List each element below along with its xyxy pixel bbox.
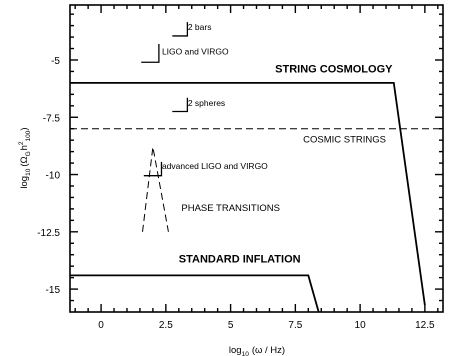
x-tick-label: 7.5 [288,320,302,331]
series-phase-transitions [142,146,169,232]
y-axis-label-sup2: 2 [18,141,25,145]
annotation-string-cosmology: STRING COSMOLOGY [275,64,393,76]
detector-markers [141,22,189,177]
annotations: STRING COSMOLOGY COSMIC STRINGS PHASE TRAN… [162,22,393,266]
detector-marker-ligo-and-virgo [141,43,160,63]
tick-labels: 0 2.5 5 7.5 10 12.5 -5 -7.5 -10 -12.5 -15 [37,56,435,331]
y-tick-label: -10 [46,171,61,182]
y-axis-label: log10 (ΩGh2100) [18,127,32,188]
x-axis-label-log: log [229,345,242,356]
x-tick-label: 5 [228,320,234,331]
y-axis-label-sub100: 100 [25,130,32,141]
annotation-2-spheres: 2 spheres [188,98,225,108]
x-axis-label-rest: (ω / Hz) [252,345,285,356]
y-axis-label-subG: G [25,151,32,156]
annotation-standard-inflation: STANDARD INFLATION [179,254,301,266]
detector-marker-2-bars [172,22,189,37]
y-axis-label-log: log [19,176,30,189]
y-axis-label-sub10: 10 [25,168,32,176]
series-group [70,81,443,312]
annotation-cosmic-strings: COSMIC STRINGS [303,134,386,145]
y-tick-label: -15 [46,285,61,296]
y-tick-label: -7.5 [43,113,61,124]
y-axis-label-omega: (Ω [19,156,30,166]
x-tick-label: 10 [355,320,367,331]
y-axis-label-close: ) [19,127,30,130]
y-tick-label: -12.5 [37,228,60,239]
annotation-ligo-and-virgo: LIGO and VIRGO [162,46,229,56]
series-string-cosmology [70,81,426,306]
annotation-phase-transitions: PHASE TRANSITIONS [181,203,280,214]
x-tick-label: 2.5 [159,320,173,331]
plot-frame [69,4,444,313]
y-tick-label: -5 [51,56,60,67]
x-tick-label: 0 [98,320,104,331]
x-axis-label-sub: 10 [242,351,250,356]
detector-marker-advanced-ligo-and-virgo [143,161,163,177]
x-tick-label: 12.5 [415,320,435,331]
annotation-2-bars: 2 bars [188,22,212,32]
axis-ticks [70,5,443,312]
series-standard-inflation [70,274,320,312]
detector-marker-2-spheres [172,97,189,113]
annotation-advanced-ligo-and-virgo: advanced LIGO and VIRGO [162,161,268,171]
y-axis-label-h: h [19,145,30,150]
x-axis-label: log10 (ω / Hz) [229,345,285,356]
